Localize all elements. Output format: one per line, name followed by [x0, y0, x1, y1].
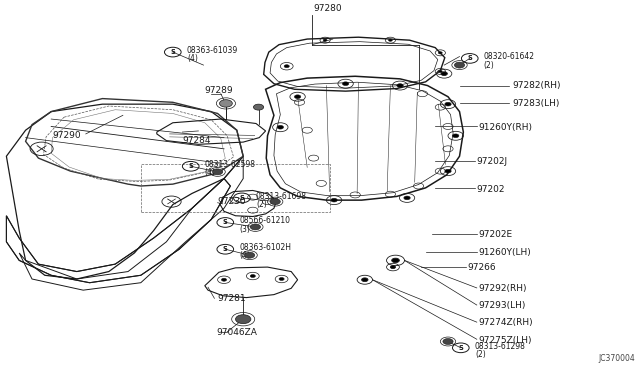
Circle shape — [277, 125, 284, 129]
Circle shape — [445, 102, 451, 106]
Text: 97290: 97290 — [52, 131, 81, 140]
Text: (4): (4) — [239, 251, 250, 260]
Text: S: S — [223, 219, 228, 225]
Text: 08313-62598: 08313-62598 — [205, 160, 256, 169]
Text: (4): (4) — [205, 169, 216, 177]
Text: 91260Y(RH): 91260Y(RH) — [479, 123, 532, 132]
Circle shape — [250, 224, 260, 230]
Circle shape — [342, 82, 349, 86]
Text: S: S — [170, 49, 175, 55]
Circle shape — [443, 339, 453, 344]
Circle shape — [220, 100, 232, 107]
Text: (4): (4) — [187, 54, 198, 63]
Text: 08363-6102H: 08363-6102H — [239, 243, 291, 252]
Text: (2): (2) — [475, 350, 486, 359]
Text: S: S — [188, 163, 193, 169]
Circle shape — [279, 278, 284, 280]
Text: 08566-61210: 08566-61210 — [239, 217, 291, 225]
Text: 97283(LH): 97283(LH) — [512, 99, 559, 108]
Text: 97292(RH): 97292(RH) — [479, 284, 527, 293]
Circle shape — [221, 278, 227, 281]
Circle shape — [404, 196, 410, 200]
Text: (2): (2) — [256, 200, 267, 209]
Circle shape — [438, 70, 442, 73]
Text: (3): (3) — [239, 225, 250, 234]
Circle shape — [438, 52, 442, 54]
Text: 91260Y(LH): 91260Y(LH) — [479, 248, 531, 257]
Text: 97282(RH): 97282(RH) — [512, 81, 561, 90]
Text: S: S — [458, 345, 463, 351]
Text: 97274Z(RH): 97274Z(RH) — [479, 318, 533, 327]
Text: 97202: 97202 — [477, 185, 506, 194]
Circle shape — [445, 169, 451, 173]
Circle shape — [392, 258, 399, 263]
Text: S: S — [223, 246, 228, 252]
Circle shape — [244, 252, 255, 258]
Text: 08313-61298: 08313-61298 — [475, 342, 525, 351]
Text: S: S — [239, 195, 244, 201]
Text: 97289: 97289 — [205, 86, 234, 95]
Circle shape — [236, 315, 251, 324]
Circle shape — [270, 199, 280, 205]
Text: (2): (2) — [484, 61, 495, 70]
Text: S: S — [467, 55, 472, 61]
Text: 97281: 97281 — [218, 294, 246, 303]
Text: 08313-61698: 08313-61698 — [256, 192, 307, 201]
Text: 08320-61642: 08320-61642 — [484, 52, 535, 61]
Text: 97293(LH): 97293(LH) — [479, 301, 526, 310]
Text: 97284: 97284 — [182, 136, 211, 145]
Circle shape — [253, 104, 264, 110]
Circle shape — [441, 72, 447, 76]
Circle shape — [250, 275, 255, 278]
Circle shape — [388, 39, 392, 41]
Circle shape — [323, 39, 327, 41]
Circle shape — [397, 84, 403, 87]
Circle shape — [284, 65, 289, 68]
Circle shape — [212, 169, 223, 175]
Circle shape — [390, 266, 396, 269]
Text: 97202E: 97202E — [479, 230, 513, 239]
Text: 08363-61039: 08363-61039 — [187, 46, 238, 55]
Text: JC370004: JC370004 — [598, 354, 635, 363]
Text: 97280: 97280 — [314, 4, 342, 13]
Text: 97202J: 97202J — [477, 157, 508, 166]
Circle shape — [362, 278, 368, 282]
Circle shape — [454, 62, 465, 68]
Text: 97266: 97266 — [467, 263, 496, 272]
Bar — [141, 164, 330, 212]
Circle shape — [294, 95, 301, 99]
Circle shape — [331, 198, 337, 202]
Text: 97230: 97230 — [218, 198, 246, 206]
Circle shape — [452, 134, 459, 138]
Text: 97275Z(LH): 97275Z(LH) — [479, 336, 532, 345]
Text: 97046ZA: 97046ZA — [216, 328, 257, 337]
